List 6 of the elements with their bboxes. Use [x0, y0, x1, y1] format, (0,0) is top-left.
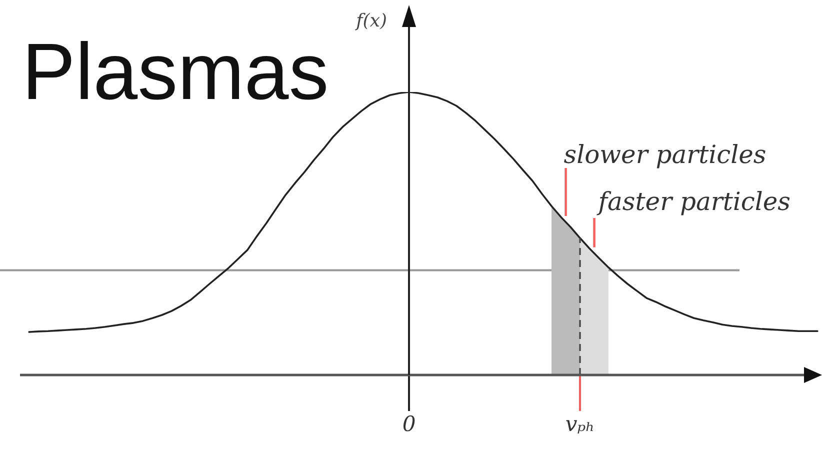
chart-title: Plasmas: [22, 27, 329, 117]
annotation: slower particles: [564, 140, 766, 169]
x-tick-label: vₚₕ: [565, 412, 595, 436]
x-tick-label: 0: [402, 412, 416, 436]
annotation: faster particles: [596, 187, 790, 216]
y-axis-title: f(x): [354, 10, 387, 32]
